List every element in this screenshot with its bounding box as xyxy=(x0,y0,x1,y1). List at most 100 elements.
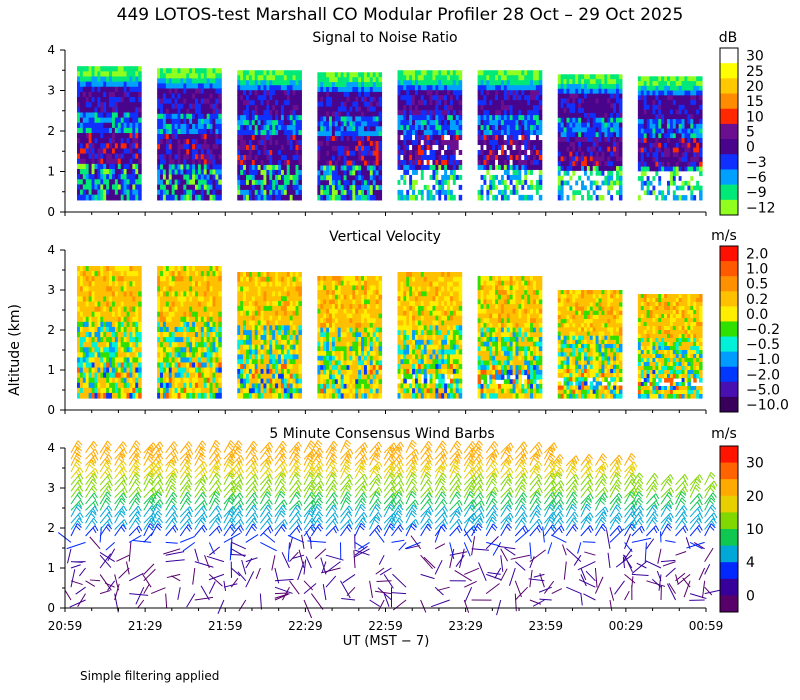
heatmap-cell xyxy=(129,112,133,119)
heatmap-cell xyxy=(557,83,562,90)
heatmap-cell xyxy=(458,145,463,151)
heatmap-cell xyxy=(100,362,104,369)
heatmap-cell xyxy=(581,117,585,124)
heatmap-cell xyxy=(400,120,404,126)
heatmap-cell xyxy=(111,377,116,384)
heatmap-cell xyxy=(592,137,597,143)
heatmap-cell xyxy=(604,122,608,129)
heatmap-cell xyxy=(82,352,87,358)
heatmap-cell xyxy=(518,154,522,161)
heatmap-cell xyxy=(275,100,279,106)
heatmap-cell xyxy=(280,115,285,121)
heatmap-cell xyxy=(583,161,588,167)
heatmap-cell xyxy=(500,90,505,96)
heatmap-cell xyxy=(444,145,448,151)
heatmap-cell xyxy=(412,90,416,96)
heatmap-cell xyxy=(337,91,342,98)
heatmap-cell xyxy=(696,123,700,130)
heatmap-cell xyxy=(604,93,608,100)
heatmap-cell xyxy=(243,105,247,111)
heatmap-cell xyxy=(165,154,170,160)
heatmap-cell xyxy=(165,174,170,181)
heatmap-cell xyxy=(323,86,327,93)
heatmap-cell xyxy=(298,164,302,171)
heatmap-cell xyxy=(369,131,374,137)
heatmap-cell xyxy=(417,100,422,106)
heatmap-cell xyxy=(452,135,457,141)
heatmap-cell xyxy=(177,98,182,105)
heatmap-cell xyxy=(266,90,270,96)
heatmap-cell xyxy=(693,109,697,115)
heatmap-cell xyxy=(138,174,142,180)
heatmap-cell xyxy=(323,175,327,181)
heatmap-cell xyxy=(138,76,142,83)
heatmap-cell xyxy=(97,138,101,144)
heatmap-cell xyxy=(483,100,487,106)
heatmap-cell xyxy=(363,194,368,201)
heatmap-cell xyxy=(346,82,351,88)
heatmap-cell xyxy=(521,105,525,111)
heatmap-cell xyxy=(295,189,300,196)
heatmap-cell xyxy=(613,132,617,138)
heatmap-cell xyxy=(320,170,324,176)
heatmap-cell xyxy=(595,141,600,148)
heatmap-cell xyxy=(681,90,686,96)
heatmap-cell xyxy=(684,161,689,168)
heatmap-cell xyxy=(432,95,436,101)
heatmap-cell xyxy=(613,112,617,119)
heatmap-cell xyxy=(320,185,324,191)
heatmap-cell xyxy=(197,184,202,191)
heatmap-cell xyxy=(667,90,671,96)
heatmap-cell xyxy=(646,128,651,134)
heatmap-cell xyxy=(197,149,202,155)
heatmap-cell xyxy=(77,153,81,160)
heatmap-cell xyxy=(132,194,136,201)
heatmap-cell xyxy=(340,101,345,108)
heatmap-cell xyxy=(135,184,139,191)
heatmap-cell xyxy=(91,367,96,374)
heatmap-cell xyxy=(326,180,330,186)
heatmap-cell xyxy=(283,90,288,96)
heatmap-cell xyxy=(412,169,416,176)
heatmap-cell xyxy=(535,179,540,186)
heatmap-cell xyxy=(498,105,502,111)
heatmap-cell xyxy=(509,100,514,106)
heatmap-cell xyxy=(97,291,101,298)
heatmap-cell xyxy=(88,316,93,323)
heatmap-cell xyxy=(355,155,359,162)
heatmap-cell xyxy=(655,138,659,144)
heatmap-cell xyxy=(289,125,294,131)
heatmap-cell xyxy=(557,161,562,167)
heatmap-cell xyxy=(85,286,90,292)
heatmap-cell xyxy=(289,184,294,191)
heatmap-cell xyxy=(120,189,125,196)
heatmap-cell xyxy=(699,166,703,172)
heatmap-cell xyxy=(618,98,623,104)
heatmap-cell xyxy=(400,159,404,166)
heatmap-cell xyxy=(278,154,282,161)
heatmap-cell xyxy=(186,73,190,79)
heatmap-cell xyxy=(286,100,291,106)
heatmap-cell xyxy=(94,316,98,323)
heatmap-cell xyxy=(212,78,216,85)
heatmap-cell xyxy=(280,140,285,146)
heatmap-cell xyxy=(79,301,84,308)
heatmap-cell xyxy=(206,68,211,74)
heatmap-cell xyxy=(423,184,428,191)
heatmap-cell xyxy=(171,118,176,125)
heatmap-cell xyxy=(361,91,365,98)
heatmap-cell xyxy=(180,159,184,166)
heatmap-cell xyxy=(486,100,490,106)
heatmap-cell xyxy=(337,175,342,181)
heatmap-cell xyxy=(326,150,330,157)
heatmap-cell xyxy=(515,150,520,156)
heatmap-cell xyxy=(94,163,98,170)
heatmap-cell xyxy=(275,184,279,191)
heatmap-cell xyxy=(334,77,339,83)
heatmap-cell xyxy=(406,179,410,186)
heatmap-cell xyxy=(560,93,565,100)
heatmap-cell xyxy=(197,93,202,100)
heatmap-cell xyxy=(329,77,333,83)
heatmap-cell xyxy=(109,97,113,103)
heatmap-cell xyxy=(684,104,689,111)
